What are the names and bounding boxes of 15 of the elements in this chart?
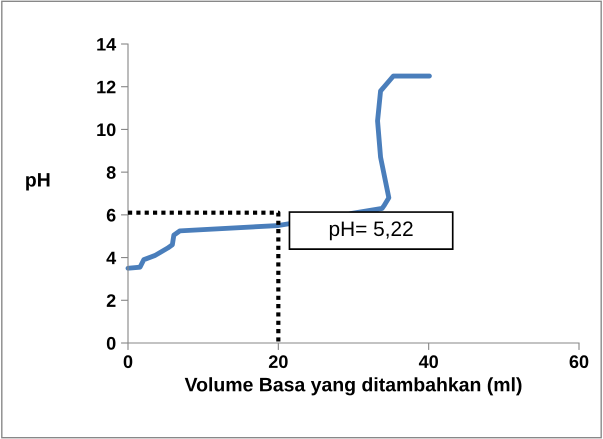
y-axis-title: pH	[26, 173, 50, 191]
x-tick-label: 40	[418, 355, 438, 368]
y-tick-label: 4	[106, 252, 116, 264]
y-tick-label: 12	[97, 80, 116, 94]
y-tick-label: 8	[106, 166, 116, 179]
x-tick-label: 20	[268, 355, 288, 368]
x-tick-label: 60	[570, 355, 588, 368]
y-tick-label: 2	[106, 294, 116, 307]
y-tick-label: 6	[106, 208, 116, 222]
annotation: pH= 5,22	[330, 221, 413, 240]
y-tick-label: 10	[97, 123, 116, 136]
y-tick-label: 0	[106, 336, 116, 350]
x-axis-title: Volume Basa yang ditambahkan (ml)	[184, 377, 522, 396]
x-tick-label: 0	[124, 355, 132, 368]
y-tick-label: 14	[97, 38, 116, 51]
